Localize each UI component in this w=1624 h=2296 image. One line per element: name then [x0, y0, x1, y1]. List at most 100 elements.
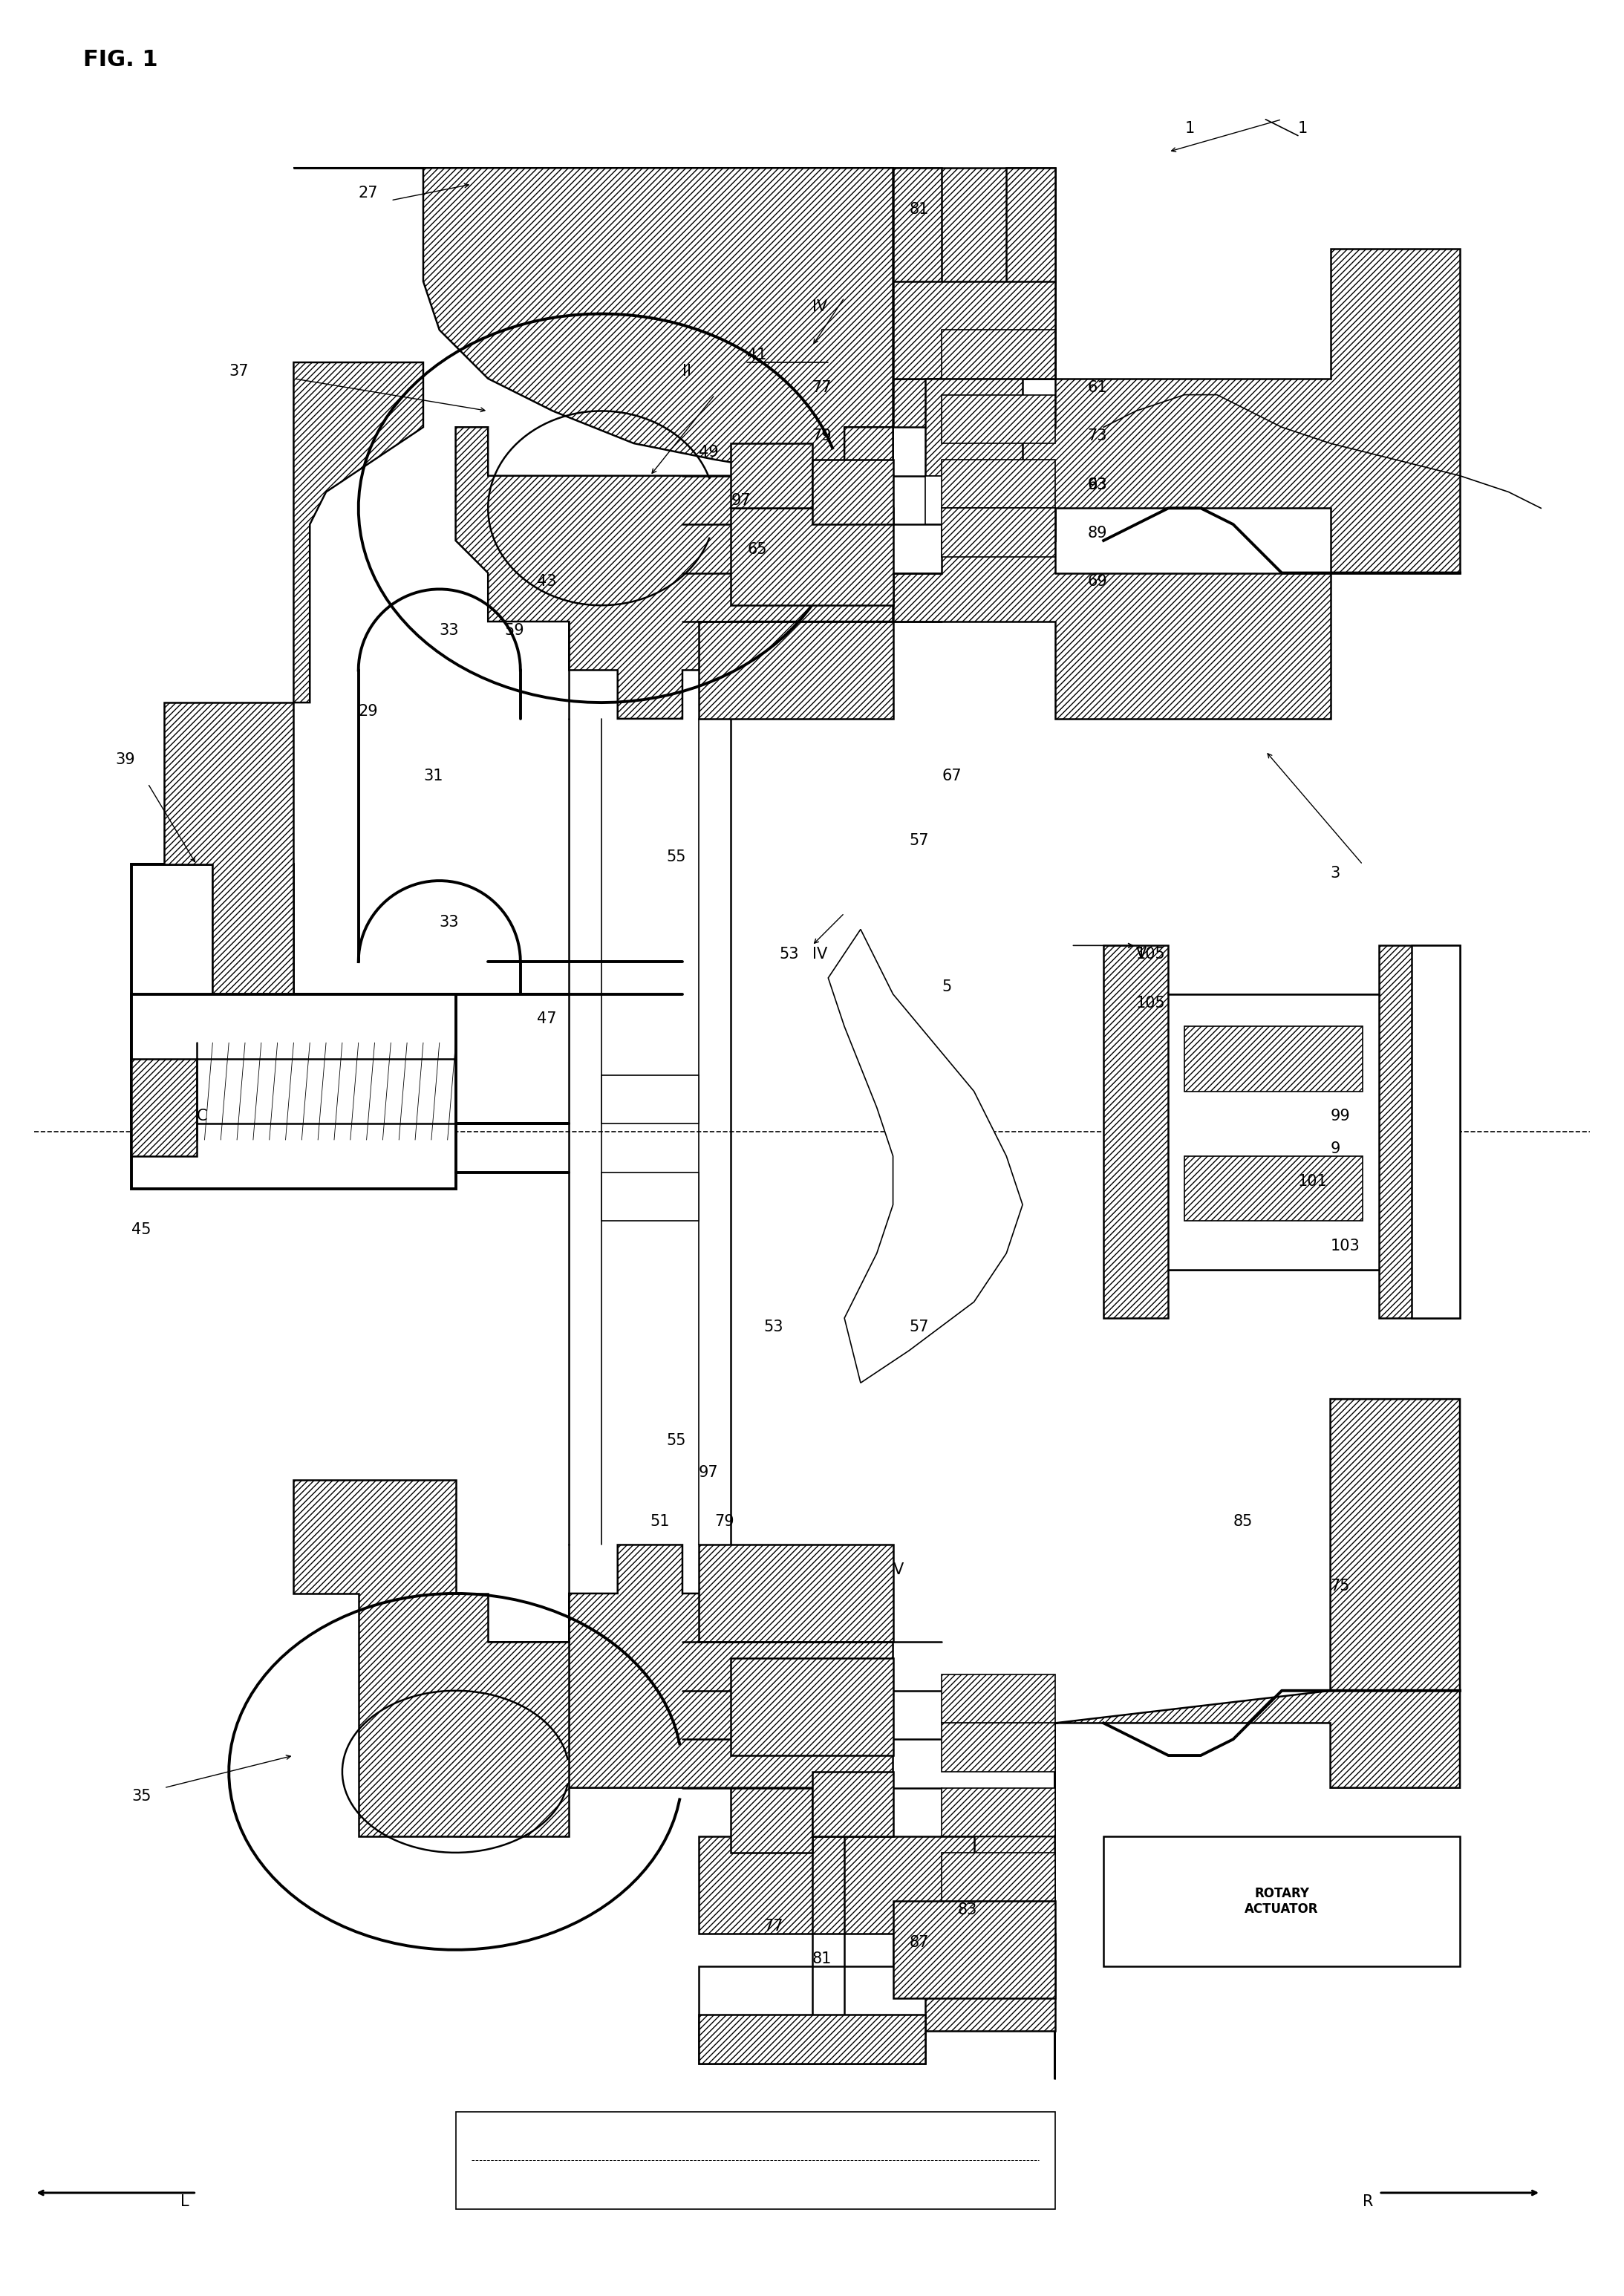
- Text: 49: 49: [698, 445, 718, 459]
- Polygon shape: [731, 443, 812, 507]
- Polygon shape: [456, 427, 893, 719]
- Polygon shape: [698, 1837, 974, 1933]
- Text: 97: 97: [731, 494, 750, 507]
- Text: 53: 53: [780, 946, 799, 962]
- Text: 61: 61: [1088, 379, 1108, 395]
- Text: 27: 27: [359, 186, 378, 200]
- Text: IV: IV: [812, 298, 827, 315]
- Text: 105: 105: [1135, 996, 1166, 1010]
- Polygon shape: [942, 1789, 1056, 1837]
- Polygon shape: [942, 459, 1056, 507]
- Polygon shape: [893, 1901, 1056, 1998]
- Polygon shape: [698, 1545, 893, 1642]
- Text: 5: 5: [942, 980, 952, 994]
- Text: 105: 105: [1135, 946, 1166, 962]
- Polygon shape: [132, 994, 456, 1189]
- Polygon shape: [926, 475, 1023, 523]
- Text: II: II: [682, 363, 692, 379]
- Text: 77: 77: [812, 379, 831, 395]
- Polygon shape: [1184, 1026, 1363, 1091]
- Text: 73: 73: [1088, 429, 1108, 443]
- Text: 3: 3: [1330, 866, 1340, 882]
- Text: 9: 9: [1330, 1141, 1340, 1157]
- Text: 101: 101: [1298, 1173, 1327, 1189]
- Text: 103: 103: [1330, 1238, 1359, 1254]
- Text: 45: 45: [132, 1221, 151, 1238]
- Polygon shape: [893, 1933, 1056, 2032]
- Text: 79: 79: [812, 429, 831, 443]
- Polygon shape: [294, 1481, 568, 1837]
- Polygon shape: [893, 282, 1056, 379]
- Text: 53: 53: [763, 1320, 783, 1334]
- Polygon shape: [601, 1173, 698, 1221]
- Polygon shape: [942, 395, 1056, 443]
- Text: L: L: [180, 2195, 188, 2209]
- Polygon shape: [1104, 1837, 1460, 1965]
- Polygon shape: [1411, 946, 1460, 1318]
- Text: 77: 77: [763, 1919, 783, 1933]
- Polygon shape: [812, 459, 893, 523]
- Polygon shape: [942, 507, 1056, 556]
- Text: V: V: [893, 1561, 903, 1577]
- Text: 67: 67: [942, 769, 961, 783]
- Text: ROTARY
ACTUATOR: ROTARY ACTUATOR: [1246, 1887, 1319, 1915]
- Text: 1: 1: [1184, 122, 1194, 135]
- Text: 37: 37: [229, 363, 248, 379]
- Polygon shape: [731, 507, 893, 606]
- Text: 87: 87: [909, 1936, 929, 1949]
- Text: 55: 55: [666, 1433, 685, 1449]
- Polygon shape: [893, 507, 1330, 719]
- Polygon shape: [1104, 946, 1460, 1318]
- Text: FIG. 1: FIG. 1: [83, 48, 158, 71]
- Text: 31: 31: [424, 769, 443, 783]
- Text: R: R: [1363, 2195, 1374, 2209]
- Text: 81: 81: [812, 1952, 831, 1965]
- Text: 57: 57: [909, 833, 929, 847]
- Polygon shape: [812, 1773, 893, 1837]
- Polygon shape: [942, 168, 1460, 574]
- Polygon shape: [893, 168, 1056, 427]
- Text: 41: 41: [747, 347, 767, 363]
- Text: IV: IV: [812, 946, 827, 962]
- Polygon shape: [1184, 1157, 1363, 1221]
- Text: 65: 65: [747, 542, 767, 556]
- Text: 99: 99: [1330, 1109, 1350, 1123]
- Text: 47: 47: [536, 1013, 557, 1026]
- Text: 81: 81: [909, 202, 929, 216]
- Polygon shape: [164, 703, 294, 994]
- Polygon shape: [893, 168, 1056, 427]
- Text: 29: 29: [359, 705, 378, 719]
- Polygon shape: [294, 363, 424, 703]
- Text: 63: 63: [1088, 478, 1108, 491]
- Text: 69: 69: [1088, 574, 1108, 590]
- Polygon shape: [942, 1674, 1056, 1722]
- Polygon shape: [828, 930, 1023, 1382]
- Text: 79: 79: [715, 1513, 734, 1529]
- Text: V: V: [1135, 946, 1147, 962]
- Polygon shape: [942, 331, 1056, 379]
- Text: 1: 1: [1298, 122, 1307, 135]
- Text: C: C: [197, 1109, 208, 1123]
- Text: 57: 57: [909, 1320, 929, 1334]
- Text: 33: 33: [440, 622, 460, 638]
- Polygon shape: [456, 1545, 893, 1837]
- Text: 33: 33: [440, 914, 460, 930]
- Polygon shape: [294, 168, 893, 475]
- Text: 43: 43: [536, 574, 557, 590]
- Polygon shape: [942, 1722, 1056, 1773]
- Polygon shape: [942, 1853, 1056, 1901]
- Polygon shape: [731, 1789, 812, 1853]
- Text: 35: 35: [132, 1789, 151, 1805]
- Text: 89: 89: [1088, 526, 1108, 540]
- Text: 75: 75: [1330, 1580, 1350, 1593]
- Text: 85: 85: [1233, 1513, 1252, 1529]
- Polygon shape: [698, 622, 893, 719]
- Text: 97: 97: [698, 1465, 718, 1481]
- Text: 39: 39: [115, 753, 135, 767]
- Polygon shape: [132, 866, 294, 1123]
- Polygon shape: [942, 1398, 1460, 2080]
- Polygon shape: [731, 1658, 893, 1756]
- Text: 59: 59: [503, 622, 525, 638]
- Polygon shape: [601, 1075, 698, 1123]
- Text: 55: 55: [666, 850, 685, 866]
